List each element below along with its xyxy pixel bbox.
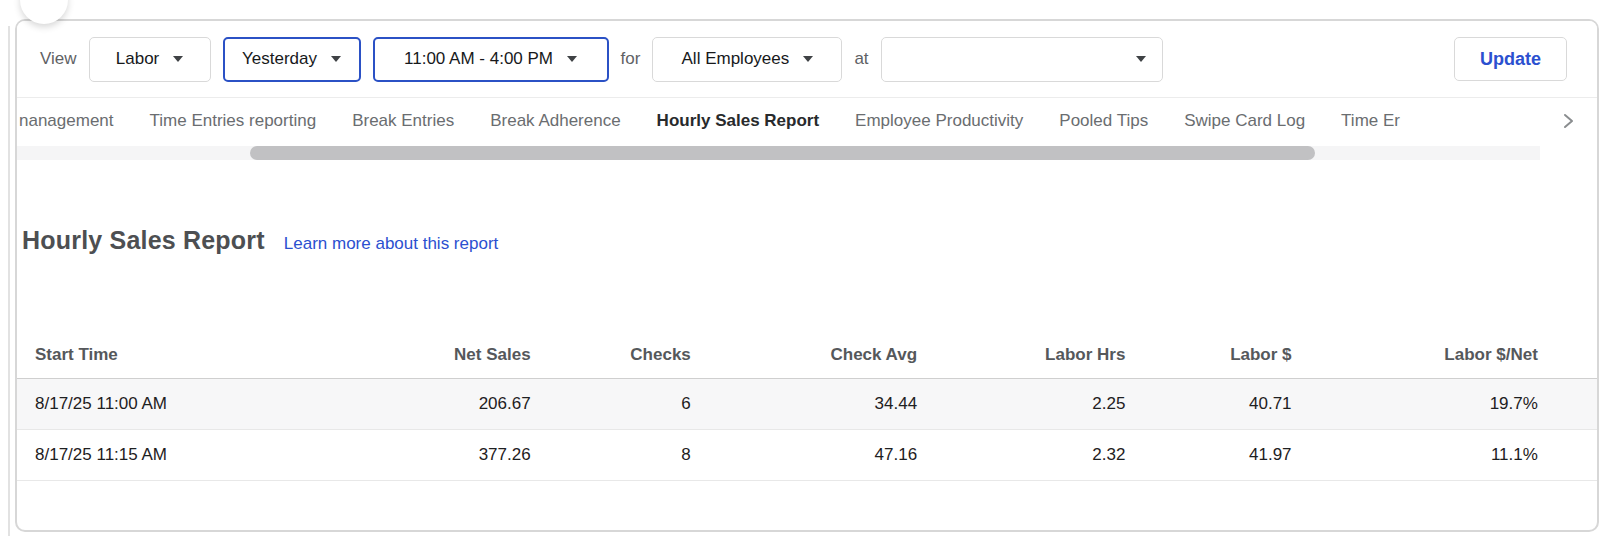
cell-net-sales: 206.67	[348, 379, 530, 430]
caret-down-icon	[1136, 56, 1146, 62]
update-button[interactable]: Update	[1454, 37, 1567, 81]
report-panel: View Labor Yesterday 11:00 AM - 4:00 PM …	[15, 19, 1599, 532]
cell-labor-per-net: 19.7%	[1292, 379, 1538, 430]
filter-bar: View Labor Yesterday 11:00 AM - 4:00 PM …	[17, 21, 1597, 98]
tab-break-adherence[interactable]: Break Adherence	[490, 111, 620, 131]
time-range-select[interactable]: 11:00 AM - 4:00 PM	[373, 37, 609, 82]
cell-net-sales: 377.26	[348, 430, 530, 481]
time-range-value: 11:00 AM - 4:00 PM	[404, 49, 553, 69]
cell-spacer	[1538, 430, 1597, 481]
at-label: at	[854, 49, 868, 69]
caret-down-icon	[567, 56, 577, 62]
table-row: 8/17/25 11:15 AM 377.26 8 47.16 2.32 41.…	[17, 430, 1597, 481]
cell-labor-hrs: 2.32	[917, 430, 1125, 481]
view-label: View	[40, 49, 77, 69]
column-header-net-sales: Net Sales	[348, 335, 530, 379]
view-select[interactable]: Labor	[89, 37, 211, 82]
hourly-sales-table: Start Time Net Sales Checks Check Avg La…	[17, 335, 1597, 481]
cell-check-avg: 34.44	[691, 379, 917, 430]
tabs-scroll-right-button[interactable]	[1540, 98, 1597, 178]
table-row: 8/17/25 11:00 AM 206.67 6 34.44 2.25 40.…	[17, 379, 1597, 430]
learn-more-link[interactable]: Learn more about this report	[284, 234, 499, 254]
employees-select-value: All Employees	[682, 49, 790, 69]
tabs-scrollbar-thumb[interactable]	[250, 146, 1315, 160]
chevron-right-icon	[1561, 112, 1576, 130]
employees-select[interactable]: All Employees	[652, 37, 842, 82]
cell-labor-hrs: 2.25	[917, 379, 1125, 430]
report-header: Hourly Sales Report Learn more about thi…	[17, 226, 1597, 255]
tabs-row: nanagement Time Entries reporting Break …	[17, 98, 1597, 144]
column-header-start-time: Start Time	[17, 335, 348, 379]
tab-pooled-tips[interactable]: Pooled Tips	[1059, 111, 1148, 131]
caret-down-icon	[331, 56, 341, 62]
background-page-edge	[8, 26, 10, 536]
tab-time-entries-reporting[interactable]: Time Entries reporting	[150, 111, 317, 131]
caret-down-icon	[173, 56, 183, 62]
cell-start-time: 8/17/25 11:15 AM	[17, 430, 348, 481]
tab-management[interactable]: nanagement	[19, 111, 114, 131]
tab-break-entries[interactable]: Break Entries	[352, 111, 454, 131]
column-header-checks: Checks	[531, 335, 691, 379]
tab-swipe-card-log[interactable]: Swipe Card Log	[1184, 111, 1305, 131]
column-header-labor-dollars: Labor $	[1125, 335, 1291, 379]
cell-labor-dollars: 41.97	[1125, 430, 1291, 481]
column-header-check-avg: Check Avg	[691, 335, 917, 379]
page-title: Hourly Sales Report	[22, 226, 265, 255]
cell-check-avg: 47.16	[691, 430, 917, 481]
date-range-value: Yesterday	[242, 49, 317, 69]
location-select[interactable]	[881, 37, 1163, 82]
tab-hourly-sales-report[interactable]: Hourly Sales Report	[657, 111, 820, 131]
view-select-value: Labor	[116, 49, 159, 69]
for-label: for	[621, 49, 641, 69]
column-header-labor-per-net: Labor $/Net	[1292, 335, 1538, 379]
tab-employee-productivity[interactable]: Employee Productivity	[855, 111, 1023, 131]
tab-time-entries[interactable]: Time Er	[1341, 111, 1400, 131]
table-header-row: Start Time Net Sales Checks Check Avg La…	[17, 335, 1597, 379]
tabs-scrollbar-track[interactable]	[17, 146, 1540, 160]
cell-spacer	[1538, 379, 1597, 430]
cell-labor-per-net: 11.1%	[1292, 430, 1538, 481]
cell-labor-dollars: 40.71	[1125, 379, 1291, 430]
column-header-spacer	[1538, 335, 1597, 379]
cell-checks: 8	[531, 430, 691, 481]
cell-start-time: 8/17/25 11:00 AM	[17, 379, 348, 430]
column-header-labor-hrs: Labor Hrs	[917, 335, 1125, 379]
tabs-bar: nanagement Time Entries reporting Break …	[17, 98, 1597, 160]
caret-down-icon	[803, 56, 813, 62]
date-range-select[interactable]: Yesterday	[223, 37, 361, 82]
cell-checks: 6	[531, 379, 691, 430]
